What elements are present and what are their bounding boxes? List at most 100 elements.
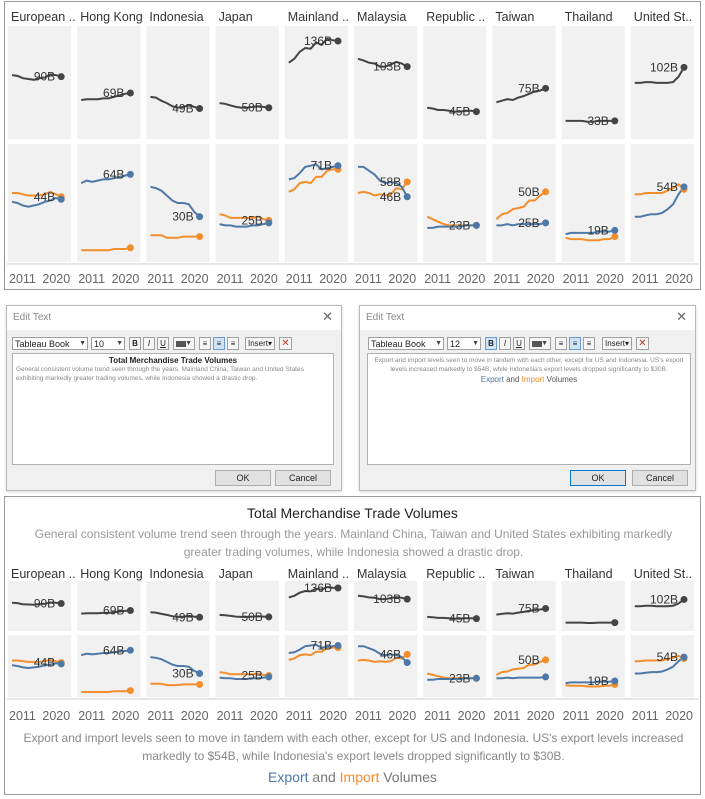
x-axis-end-label: 2020 xyxy=(250,272,278,286)
dashboard-title: Total Merchandise Trade Volumes xyxy=(247,505,458,521)
font-family-select[interactable]: Tableau Book ▼ xyxy=(12,337,88,350)
x-axis-start-label: 2011 xyxy=(563,709,590,723)
dialog-titlebar: Edit Text ✕ xyxy=(360,306,695,330)
align-center-button[interactable]: ≡ xyxy=(213,337,225,350)
close-icon[interactable]: ✕ xyxy=(322,309,333,324)
import-trend-line xyxy=(219,213,270,222)
align-center-button[interactable]: ≡ xyxy=(569,337,581,350)
export-trend-line xyxy=(565,680,615,685)
ok-button[interactable]: OK xyxy=(570,470,626,486)
x-axis-end-label: 2020 xyxy=(596,709,624,723)
import-end-point xyxy=(403,650,411,658)
x-axis-end-label: 2020 xyxy=(388,709,416,723)
cancel-button[interactable]: Cancel xyxy=(275,470,331,486)
x-axis-end-label: 2020 xyxy=(665,272,693,286)
close-icon[interactable]: ✕ xyxy=(676,309,687,324)
insert-menu-button[interactable]: Insert▾ xyxy=(245,337,276,350)
export-end-point xyxy=(542,673,550,681)
x-axis-start-label: 2011 xyxy=(424,709,451,723)
font-family-value: Tableau Book xyxy=(15,339,70,349)
total-pane-bg xyxy=(146,581,210,631)
dashboard-footnote: Export and import levels seen to move in… xyxy=(23,731,684,763)
import-end-point xyxy=(196,233,204,241)
total-end-point xyxy=(403,63,411,71)
dashboard-subtitle: General consistent volume trend seen thr… xyxy=(34,527,673,559)
font-size-select[interactable]: 10 ▼ xyxy=(91,337,125,350)
trade-value-label: 25B xyxy=(241,669,262,683)
import-legend-word: Import xyxy=(339,769,380,785)
export-trend-line xyxy=(288,643,339,654)
align-right-button[interactable]: ≡ xyxy=(227,337,239,350)
trade-value-label: 30B xyxy=(172,667,193,681)
text-editor-area[interactable]: Total Merchandise Trade Volumes General … xyxy=(12,353,334,465)
export-end-point xyxy=(611,677,619,685)
export-trend-line xyxy=(634,186,685,218)
import-trend-line xyxy=(288,646,338,661)
edit-text-dialog-title-text: Edit Text ✕ Tableau Book ▼ 10 ▼ B I U ▼ … xyxy=(6,305,342,491)
cancel-button[interactable]: Cancel xyxy=(632,470,688,486)
font-color-button[interactable]: ▼ xyxy=(173,337,195,350)
total-pane-bg xyxy=(215,26,279,139)
ok-button[interactable]: OK xyxy=(215,470,271,486)
align-left-button[interactable]: ≡ xyxy=(199,337,211,350)
x-axis-end-label: 2020 xyxy=(112,709,140,723)
x-axis-end-label: 2020 xyxy=(250,709,278,723)
insert-menu-button[interactable]: Insert▾ xyxy=(602,337,633,350)
country-header: Thailand xyxy=(565,567,613,581)
trade-pane-bg xyxy=(630,635,694,697)
x-axis-end-label: 2020 xyxy=(112,272,140,286)
total-end-point xyxy=(265,104,273,112)
chevron-down-icon: ▼ xyxy=(116,340,123,347)
total-trend-line xyxy=(81,92,131,101)
import-trend-line xyxy=(12,190,62,198)
total-value-label: 75B xyxy=(518,602,539,616)
import-end-point xyxy=(403,178,411,186)
export-end-point xyxy=(57,195,65,203)
export-end-point xyxy=(57,660,65,668)
x-axis-start-label: 2011 xyxy=(217,272,244,286)
x-axis-end-label: 2020 xyxy=(319,272,347,286)
align-left-button[interactable]: ≡ xyxy=(555,337,567,350)
import-trend-line xyxy=(150,682,200,687)
underline-button[interactable]: U xyxy=(513,337,525,350)
trade-pane-bg xyxy=(423,144,487,262)
font-size-select[interactable]: 12 ▼ xyxy=(447,337,481,350)
italic-button[interactable]: I xyxy=(143,337,155,350)
export-end-point xyxy=(334,642,342,650)
total-trend-line xyxy=(11,601,62,606)
total-end-point xyxy=(472,108,480,116)
editor-body-text: Export and import levels seen to move in… xyxy=(374,357,684,373)
x-axis-start-label: 2011 xyxy=(9,709,36,723)
font-color-button[interactable]: ▼ xyxy=(529,337,551,350)
clear-formatting-button[interactable]: ✕ xyxy=(636,337,649,350)
underline-button[interactable]: U xyxy=(157,337,169,350)
total-end-point xyxy=(334,584,342,592)
total-trend-line xyxy=(150,95,200,110)
total-trend-line xyxy=(496,87,546,104)
italic-button[interactable]: I xyxy=(499,337,511,350)
export-trend-line xyxy=(150,656,201,675)
import-trend-line xyxy=(288,168,338,193)
align-right-button[interactable]: ≡ xyxy=(583,337,595,350)
bold-button[interactable]: B xyxy=(485,337,497,350)
x-axis-end-label: 2020 xyxy=(319,709,347,723)
country-header: United St.. xyxy=(634,10,692,24)
text-editor-area[interactable]: Export and import levels seen to move in… xyxy=(367,353,691,465)
clear-formatting-button[interactable]: ✕ xyxy=(279,337,292,350)
total-pane-bg xyxy=(77,581,141,631)
x-axis-start-label: 2011 xyxy=(355,272,382,286)
bold-button[interactable]: B xyxy=(129,337,141,350)
trade-value-label: 54B xyxy=(657,650,678,664)
x-axis-start-label: 2011 xyxy=(78,709,105,723)
import-end-point xyxy=(196,680,204,688)
font-family-select[interactable]: Tableau Book ▼ xyxy=(368,337,444,350)
export-end-point xyxy=(680,183,688,191)
color-swatch-icon xyxy=(176,341,186,347)
total-value-label: 102B xyxy=(650,60,678,74)
x-axis-end-label: 2020 xyxy=(388,272,416,286)
total-end-point xyxy=(542,84,550,92)
total-value-label: 50B xyxy=(241,101,262,115)
x-axis-start-label: 2011 xyxy=(78,272,105,286)
trade-value-label: 44B xyxy=(34,656,55,670)
export-word: Export xyxy=(480,375,504,384)
